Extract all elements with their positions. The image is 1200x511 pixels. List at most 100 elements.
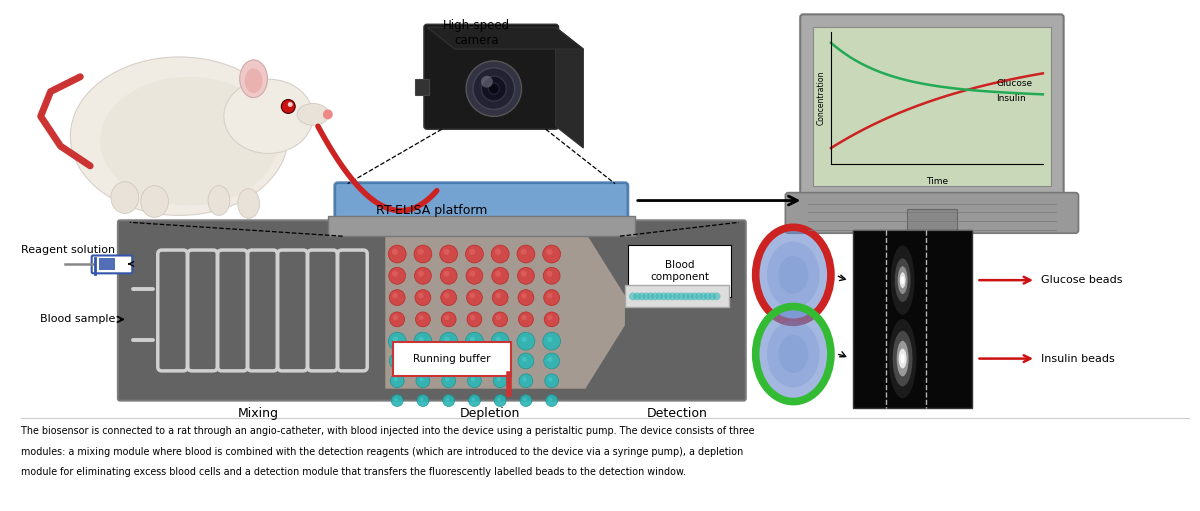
Circle shape <box>660 292 667 300</box>
Ellipse shape <box>767 321 820 387</box>
Text: Mixing: Mixing <box>238 407 280 420</box>
Circle shape <box>443 394 455 407</box>
Circle shape <box>517 332 535 350</box>
Circle shape <box>281 100 295 113</box>
Circle shape <box>389 245 406 263</box>
Circle shape <box>668 292 677 300</box>
Circle shape <box>497 357 500 362</box>
Text: High-speed
camera: High-speed camera <box>443 19 510 48</box>
Circle shape <box>419 315 424 320</box>
Circle shape <box>544 267 560 284</box>
Circle shape <box>517 245 535 263</box>
Text: RT-ELISA platform: RT-ELISA platform <box>376 204 487 217</box>
Circle shape <box>488 83 499 94</box>
Circle shape <box>713 292 720 300</box>
FancyBboxPatch shape <box>335 183 628 218</box>
FancyBboxPatch shape <box>394 342 511 376</box>
Circle shape <box>389 353 406 369</box>
Text: The biosensor is connected to a rat through an angio-catheter, with blood inject: The biosensor is connected to a rat thro… <box>20 426 755 436</box>
Circle shape <box>493 374 508 388</box>
Ellipse shape <box>901 276 905 284</box>
Ellipse shape <box>238 189 259 218</box>
Text: Depletion: Depletion <box>460 407 521 420</box>
Circle shape <box>547 315 552 320</box>
Circle shape <box>708 292 716 300</box>
Text: Blood sample: Blood sample <box>40 314 115 324</box>
Circle shape <box>642 292 650 300</box>
Circle shape <box>470 337 475 342</box>
Circle shape <box>545 374 558 388</box>
Ellipse shape <box>893 331 912 386</box>
Ellipse shape <box>71 57 288 216</box>
Circle shape <box>546 249 552 255</box>
Bar <box>625 286 728 307</box>
Circle shape <box>472 398 475 401</box>
Bar <box>100 258 115 270</box>
Ellipse shape <box>245 68 263 93</box>
Ellipse shape <box>779 256 809 294</box>
Circle shape <box>466 267 482 284</box>
Ellipse shape <box>756 307 830 402</box>
Circle shape <box>288 102 293 107</box>
Circle shape <box>443 249 450 255</box>
Circle shape <box>647 292 654 300</box>
Circle shape <box>470 377 475 382</box>
Circle shape <box>418 249 424 255</box>
Circle shape <box>469 271 475 276</box>
Circle shape <box>418 293 424 298</box>
Circle shape <box>466 332 484 350</box>
Circle shape <box>496 271 502 276</box>
FancyBboxPatch shape <box>785 193 1079 233</box>
Circle shape <box>542 332 560 350</box>
Circle shape <box>470 357 475 362</box>
Circle shape <box>481 76 506 101</box>
Circle shape <box>494 249 502 255</box>
Circle shape <box>394 357 398 362</box>
Circle shape <box>440 267 457 284</box>
Ellipse shape <box>889 319 917 398</box>
Circle shape <box>466 245 484 263</box>
Circle shape <box>629 292 637 300</box>
Circle shape <box>391 394 403 407</box>
Circle shape <box>467 290 482 306</box>
Circle shape <box>547 293 552 298</box>
Circle shape <box>390 374 404 388</box>
Circle shape <box>544 290 559 306</box>
Circle shape <box>492 267 509 284</box>
Circle shape <box>389 267 406 284</box>
Polygon shape <box>385 232 625 389</box>
Circle shape <box>445 377 449 382</box>
Circle shape <box>469 249 475 255</box>
Circle shape <box>704 292 712 300</box>
Circle shape <box>542 245 560 263</box>
Circle shape <box>444 315 450 320</box>
Circle shape <box>414 245 432 263</box>
Circle shape <box>466 61 522 117</box>
Circle shape <box>419 357 424 362</box>
Text: Blood
component: Blood component <box>650 260 709 282</box>
Circle shape <box>522 337 527 342</box>
Circle shape <box>637 292 646 300</box>
Circle shape <box>467 353 482 369</box>
Circle shape <box>416 394 428 407</box>
Circle shape <box>677 292 685 300</box>
Circle shape <box>392 315 398 320</box>
Bar <box>328 216 635 236</box>
Text: Insulin: Insulin <box>996 94 1026 103</box>
Circle shape <box>415 353 431 369</box>
Circle shape <box>518 374 533 388</box>
Circle shape <box>522 357 527 362</box>
Circle shape <box>655 292 664 300</box>
Circle shape <box>470 315 475 320</box>
Circle shape <box>494 394 506 407</box>
Circle shape <box>673 292 680 300</box>
Ellipse shape <box>901 354 905 363</box>
Circle shape <box>445 357 450 362</box>
Polygon shape <box>427 27 583 49</box>
Circle shape <box>544 353 559 369</box>
Ellipse shape <box>756 227 830 322</box>
Circle shape <box>650 292 659 300</box>
Circle shape <box>392 337 398 342</box>
Bar <box>415 79 428 95</box>
Text: Glucose: Glucose <box>996 79 1032 88</box>
